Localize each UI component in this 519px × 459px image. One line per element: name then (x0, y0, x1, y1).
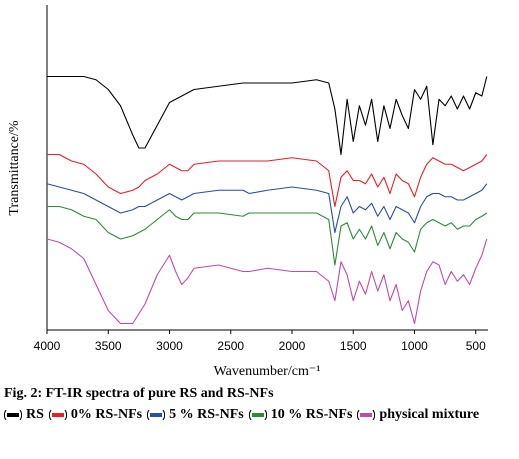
legend: RS 0% RS-NFs 5 % RS-NFs 10 % RS-NFs physical… (4, 404, 516, 429)
caption-title: Fig. 2: FT-IR spectra of pure RS and RS-… (4, 386, 274, 401)
x-tick-label: 1000 (401, 339, 428, 353)
spectrum-line (47, 75, 488, 156)
chart: Transmittance/% Wavenumber/cm⁻¹ 4000 3500… (7, 5, 488, 379)
x-tick-label: 2500 (217, 339, 244, 353)
x-axis-label: Wavenumber/cm⁻¹ (214, 364, 321, 379)
legend-swatch (147, 407, 166, 422)
legend-item: 5 % RS-NFs (147, 404, 244, 425)
spectrum-line (47, 205, 488, 266)
x-tick-label: 2000 (279, 339, 306, 353)
y-axis-label: Transmittance/% (7, 120, 22, 215)
x-tick-label: 3000 (156, 339, 183, 353)
x-tick-label: 4000 (34, 339, 61, 353)
legend-item: 10 % RS-NFs (248, 404, 353, 425)
x-tick-label: 1500 (340, 339, 367, 353)
caption: Fig. 2: FT-IR spectra of pure RS and RS-… (4, 383, 516, 429)
x-tick-label: 500 (466, 339, 486, 353)
legend-label: physical mixture (379, 407, 480, 422)
legend-swatch (4, 407, 22, 422)
legend-item: RS (4, 404, 44, 425)
spectrum-line (46, 183, 488, 234)
legend-item: physical mixture (357, 404, 479, 425)
legend-swatch (48, 407, 67, 422)
legend-label: 0% RS-NFs (70, 407, 143, 422)
legend-swatch (357, 407, 376, 422)
legend-label: RS (26, 407, 44, 422)
legend-label: 10 % RS-NFs (270, 407, 353, 422)
spectrum-line (46, 238, 488, 325)
spectrum-line (47, 153, 488, 208)
legend-item: 0% RS-NFs (48, 404, 143, 425)
legend-swatch (248, 407, 267, 422)
x-tick-label: 3500 (95, 339, 122, 353)
legend-label: 5 % RS-NFs (169, 407, 244, 422)
